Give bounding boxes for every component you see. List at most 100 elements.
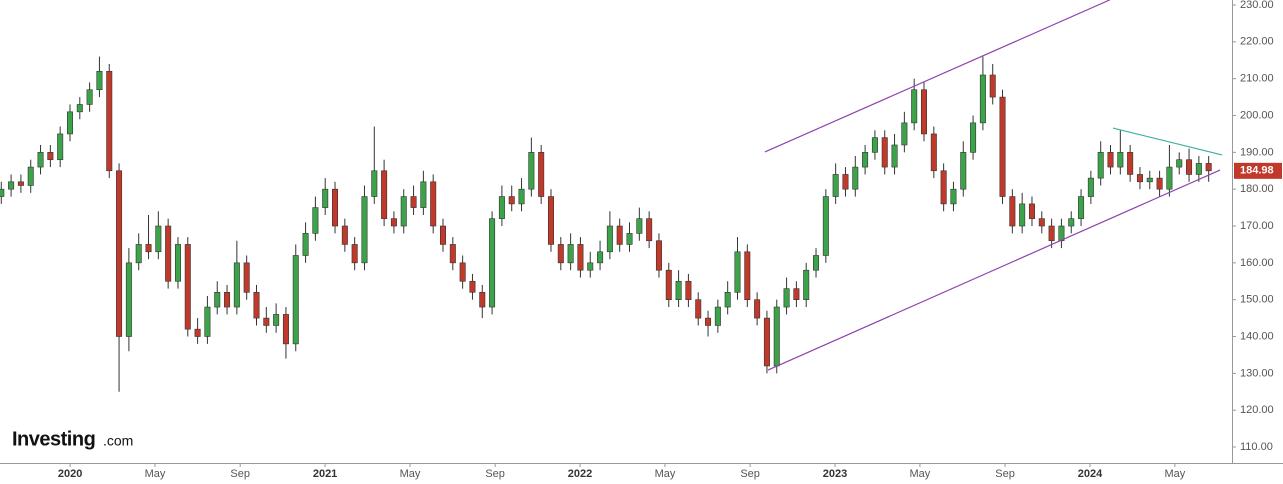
candle-body <box>390 218 397 227</box>
candle-body <box>410 196 417 208</box>
x-tick-label: Sep <box>230 468 250 480</box>
candle-body <box>626 233 633 245</box>
candle-body <box>724 292 731 308</box>
candle-body <box>1087 177 1094 197</box>
candle-body <box>1176 159 1183 168</box>
candle-body <box>734 251 741 293</box>
trendline <box>767 169 1221 371</box>
candle-body <box>1156 177 1163 190</box>
x-tick-label: 2021 <box>313 468 337 480</box>
last-price-label: 184.98 <box>1240 165 1274 177</box>
candle-body <box>508 196 515 205</box>
candle-body <box>685 280 692 300</box>
candle-body <box>1166 166 1173 190</box>
candle-body <box>312 207 319 234</box>
candle-body <box>891 144 898 168</box>
trendline <box>1112 127 1223 156</box>
candle-body <box>1068 218 1075 227</box>
candle-body <box>1019 203 1026 227</box>
candle-body <box>1009 196 1016 227</box>
candle-body <box>832 174 839 197</box>
candle-body <box>8 181 15 190</box>
y-tick-label: 230.00 <box>1240 0 1274 11</box>
candle-body <box>675 280 682 300</box>
candle-body <box>27 166 34 186</box>
y-tick-label: 160.00 <box>1240 257 1274 269</box>
candle-body <box>449 244 456 264</box>
candle-body <box>47 152 54 161</box>
candle-body <box>489 218 496 308</box>
candle-body <box>1097 152 1104 179</box>
trendline <box>764 0 1111 153</box>
candle-body <box>989 74 996 98</box>
logo-suffix: .com <box>103 433 133 449</box>
candle-body <box>950 188 957 205</box>
candle-body <box>1117 152 1124 168</box>
candle-body <box>37 152 44 168</box>
candle-body <box>0 188 5 197</box>
candle-body <box>381 170 388 219</box>
x-tick-label: 2020 <box>58 468 82 480</box>
candle-body <box>1048 225 1055 242</box>
candle-body <box>322 188 329 208</box>
x-tick-label: Sep <box>485 468 505 480</box>
candle-body <box>1146 177 1153 183</box>
candle-body <box>616 225 623 245</box>
candle-body <box>636 218 643 234</box>
candle-body <box>597 251 604 264</box>
last-price-box <box>1234 162 1282 179</box>
candle-body <box>145 244 152 253</box>
candle-body <box>970 122 977 153</box>
candle-body <box>1058 225 1065 242</box>
candle-body <box>174 244 181 282</box>
candle-body <box>1127 152 1134 175</box>
candle-body <box>1205 163 1212 172</box>
candle-body <box>1107 152 1114 168</box>
candle-body <box>940 170 947 205</box>
candle-body <box>243 262 250 293</box>
candle-body <box>930 133 937 172</box>
candle-body <box>57 133 64 161</box>
x-tick-label: May <box>145 468 166 480</box>
candle-body <box>577 244 584 271</box>
candle-body <box>547 196 554 245</box>
candle-body <box>881 137 888 168</box>
candle-body <box>332 188 339 227</box>
candle-body <box>204 306 211 337</box>
candle-body <box>302 233 309 256</box>
candle-body <box>273 314 280 326</box>
candle-body <box>184 244 191 330</box>
y-tick-label: 190.00 <box>1240 146 1274 158</box>
x-tick-label: Sep <box>995 468 1015 480</box>
candle-body <box>469 280 476 293</box>
candle-body <box>901 122 908 146</box>
candle-body <box>646 218 653 242</box>
candle-body <box>1028 203 1035 219</box>
candle-body <box>76 104 83 113</box>
candle-body <box>714 306 721 326</box>
x-tick-label: 2024 <box>1078 468 1103 480</box>
candle-body <box>371 170 378 197</box>
y-tick-label: 150.00 <box>1240 294 1274 306</box>
candle-body <box>233 262 240 308</box>
candle-body <box>282 314 289 345</box>
candle-body <box>224 292 231 308</box>
logo: Investing <box>12 428 95 450</box>
candle-body <box>862 152 869 168</box>
candle-body <box>116 170 123 337</box>
candle-body <box>773 306 780 367</box>
candle-body <box>921 89 927 135</box>
x-tick-label: May <box>1164 468 1185 480</box>
candle-body <box>361 196 368 264</box>
candle-body <box>528 152 535 190</box>
candle-body <box>214 292 221 308</box>
candle-body <box>999 96 1006 197</box>
x-tick-label: Sep <box>740 468 760 480</box>
candle-body <box>106 71 113 172</box>
candle-body <box>655 240 662 271</box>
candle-body <box>479 292 486 308</box>
candle-body <box>793 288 800 300</box>
candle-body <box>695 299 702 319</box>
